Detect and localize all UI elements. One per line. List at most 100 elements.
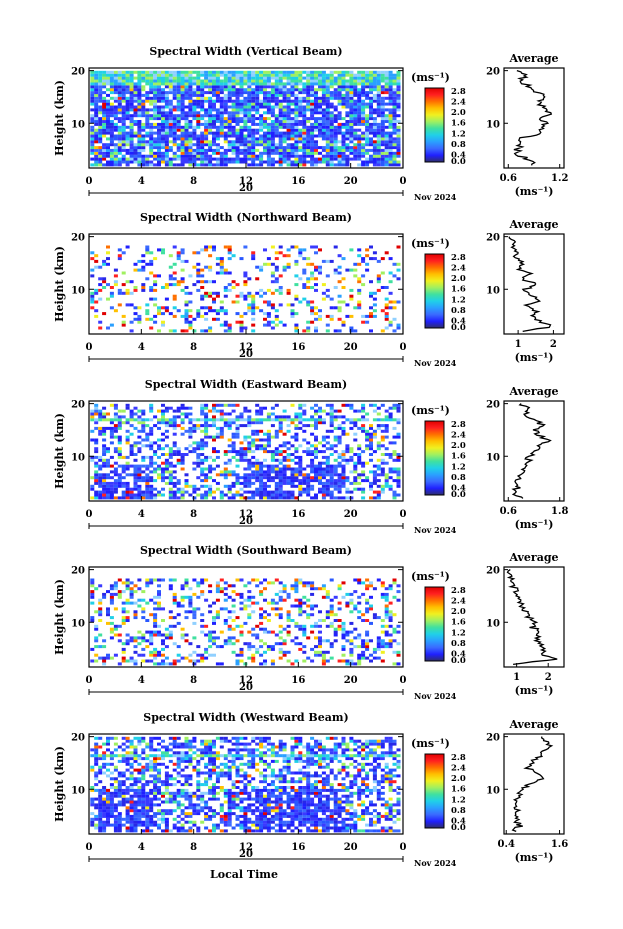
heatmap-cell — [161, 251, 165, 255]
heatmap-cell — [247, 450, 252, 454]
heatmap-cell — [157, 140, 161, 144]
heatmap-cell — [90, 458, 95, 462]
heatmap-cell — [294, 157, 299, 161]
heatmap-cell — [149, 114, 154, 118]
heatmap-cell — [231, 91, 236, 95]
heatmap-cell — [270, 262, 275, 266]
heatmap-cell — [270, 105, 275, 109]
heatmap-cell — [94, 82, 99, 86]
heatmap-cell — [200, 280, 205, 284]
heatmap-cell — [129, 96, 134, 100]
heatmap-cell — [215, 312, 220, 316]
heatmap-cell — [310, 487, 315, 491]
heatmap-cell — [286, 619, 291, 622]
heatmap-cell — [357, 418, 362, 422]
heatmap-cell — [365, 630, 370, 634]
heatmap-cell — [337, 438, 342, 442]
heatmap-cell — [247, 146, 252, 150]
heatmap-cell — [247, 85, 252, 89]
heatmap-cell — [274, 418, 279, 422]
heatmap-cell — [192, 160, 197, 164]
heatmap-cell — [184, 329, 189, 333]
heatmap-cell — [212, 636, 216, 640]
heatmap-cell — [310, 137, 315, 141]
heatmap-cell — [133, 662, 138, 666]
heatmap-cell — [204, 70, 209, 74]
average-y-tick-label: 20 — [486, 233, 500, 244]
heatmap-cell — [290, 102, 295, 106]
heatmap-cell — [282, 122, 287, 126]
heatmap-cell — [172, 79, 177, 83]
heatmap-cell — [164, 93, 169, 97]
heatmap-cell — [208, 435, 213, 439]
heatmap-cell — [192, 283, 197, 287]
heatmap-cell — [153, 163, 158, 167]
heatmap-cell — [286, 122, 291, 126]
heatmap-cell — [235, 96, 240, 100]
heatmap-cell — [266, 122, 271, 126]
heatmap-cell — [141, 458, 146, 462]
heatmap-cell — [90, 616, 95, 620]
heatmap-cell — [247, 294, 252, 298]
heatmap-cell — [302, 76, 307, 80]
heatmap-cell — [278, 105, 283, 109]
heatmap-cell — [357, 645, 362, 649]
heatmap-cell — [290, 303, 295, 307]
heatmap-cell — [141, 429, 146, 433]
heatmap-cell — [263, 642, 267, 646]
heatmap-cell — [251, 88, 256, 92]
heatmap-cell — [102, 117, 107, 121]
heatmap-cell — [188, 412, 193, 416]
heatmap-cell — [255, 102, 260, 106]
heatmap-cell — [204, 312, 209, 316]
heatmap-cell — [204, 496, 209, 500]
heatmap-cell — [369, 160, 373, 164]
heatmap-cell — [204, 91, 209, 95]
heatmap-cell — [98, 140, 103, 144]
heatmap-cell — [98, 70, 103, 74]
heatmap-cell — [278, 286, 283, 289]
heatmap-cell — [298, 473, 303, 477]
heatmap-cell — [117, 455, 122, 459]
heatmap-cell — [208, 70, 213, 74]
heatmap-cell — [243, 467, 248, 471]
heatmap-cell — [227, 487, 232, 491]
heatmap-cell — [329, 96, 334, 100]
heatmap-cell — [113, 487, 118, 491]
heatmap-cell — [286, 447, 291, 451]
heatmap-cell — [392, 650, 397, 654]
heatmap-cell — [286, 624, 291, 628]
heatmap-cell — [247, 82, 252, 86]
heatmap-cell — [164, 461, 169, 465]
heatmap-cell — [357, 426, 362, 430]
heatmap-cell — [188, 320, 193, 324]
heatmap-cell — [172, 122, 177, 126]
heatmap-cell — [266, 143, 271, 147]
heatmap-cell — [117, 257, 122, 261]
heatmap-cell — [200, 93, 205, 97]
heatmap-cell — [310, 496, 315, 500]
average-frame — [503, 233, 565, 335]
heatmap-cell — [345, 85, 350, 89]
heatmap-cell — [113, 146, 118, 150]
heatmap-cell — [176, 461, 181, 465]
heatmap-cell — [270, 274, 275, 278]
heatmap-cell — [141, 444, 146, 448]
heatmap-cell — [314, 140, 318, 144]
heatmap-cell — [153, 82, 158, 86]
heatmap-cell — [223, 467, 228, 471]
heatmap-cell — [294, 424, 299, 428]
heatmap-cell — [251, 653, 256, 657]
heatmap-cell — [161, 99, 165, 103]
heatmap-cell — [255, 624, 260, 628]
heatmap-cell — [180, 125, 185, 129]
heatmap-cell — [353, 91, 358, 95]
heatmap-cell — [94, 659, 99, 663]
heatmap-cell — [369, 484, 373, 488]
heatmap-cell — [372, 314, 377, 318]
heatmap-cell — [153, 102, 158, 106]
heatmap-cell — [227, 616, 232, 620]
heatmap-cell — [290, 604, 295, 608]
heatmap-cell — [180, 79, 185, 83]
heatmap-cell — [145, 99, 150, 103]
